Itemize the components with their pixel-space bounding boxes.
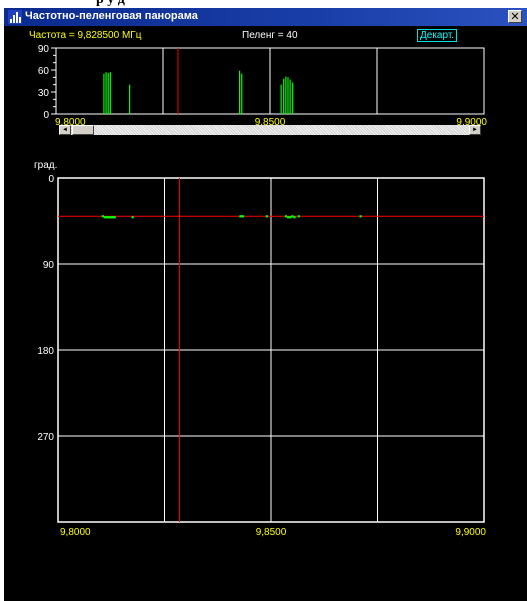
bearing-ytick-label: 180 <box>37 346 54 357</box>
bearing-point <box>359 215 362 218</box>
spectrum-ytick-label: 90 <box>38 44 50 55</box>
spectrum-ytick-label: 30 <box>38 88 50 99</box>
bearing-xtick-label: 9,8500 <box>256 527 287 538</box>
document-caption-fragment: р у д <box>0 0 527 8</box>
spectrum-ytick-label: 0 <box>43 110 49 121</box>
frequency-scrollbar[interactable]: ◄ ► <box>59 125 481 135</box>
arrow-left-icon: ◄ <box>62 127 68 133</box>
bearing-ytick-label: 0 <box>48 174 54 185</box>
scroll-right-button[interactable]: ► <box>469 125 481 135</box>
frequency-readout: Частота = 9,828500 МГц <box>29 30 142 41</box>
spectrum-xtick-label: 9,8500 <box>255 117 286 128</box>
bearing-point <box>297 215 300 218</box>
bearing-point <box>103 216 107 219</box>
spectrum-chart[interactable]: 90 60 30 0 9,8000 9,8500 9,9000 <box>4 44 527 159</box>
scroll-left-button[interactable]: ◄ <box>59 125 71 135</box>
title-bar[interactable]: Частотно-пеленговая панорама ✕ <box>4 8 527 26</box>
bearing-ytick-label: 90 <box>43 260 55 271</box>
bearing-point <box>112 216 115 219</box>
panorama-window: Частотно-пеленговая панорама ✕ Частота =… <box>4 8 527 601</box>
bearing-point <box>101 215 104 218</box>
spectrum-xtick-label: 9,8000 <box>55 117 86 128</box>
bearing-ytick-label: 270 <box>37 432 54 443</box>
bearing-chart[interactable]: град. 0 90 180 270 9,8000 9,8500 9,9000 <box>4 148 527 548</box>
arrow-right-icon: ► <box>472 127 478 133</box>
bearing-point <box>113 216 116 219</box>
bearing-point <box>241 215 245 218</box>
bearing-readout: Пеленг = 40 <box>242 30 298 41</box>
bearing-point <box>284 215 288 218</box>
close-button[interactable]: ✕ <box>508 10 522 23</box>
scrollbar-thumb[interactable] <box>72 125 94 135</box>
bearing-point <box>287 216 290 219</box>
bearing-point <box>293 216 296 219</box>
panorama-app-icon <box>8 10 22 24</box>
spectrum-xtick-label: 9,9000 <box>456 117 487 128</box>
bearing-point <box>265 215 268 218</box>
bearing-xtick-label: 9,9000 <box>455 527 486 538</box>
spectrum-ytick-label: 60 <box>38 66 50 77</box>
bearing-point <box>239 215 242 218</box>
bearing-point <box>105 216 109 219</box>
caption-fragment-text: р у д <box>96 0 125 8</box>
bearing-unit-label: град. <box>34 160 57 171</box>
bearing-point <box>108 216 111 219</box>
bearing-point <box>291 215 294 218</box>
bearing-point <box>107 216 110 219</box>
bearing-point <box>289 216 292 219</box>
window-title: Частотно-пеленговая панорама <box>25 10 198 22</box>
close-icon: ✕ <box>510 10 520 23</box>
bearing-point <box>131 216 134 219</box>
bearing-xtick-label: 9,8000 <box>60 527 91 538</box>
cartesian-mode-button[interactable]: Декарт. <box>417 29 458 42</box>
bearing-point <box>109 216 113 219</box>
bearing-point <box>240 215 243 218</box>
bearing-point <box>111 216 114 219</box>
